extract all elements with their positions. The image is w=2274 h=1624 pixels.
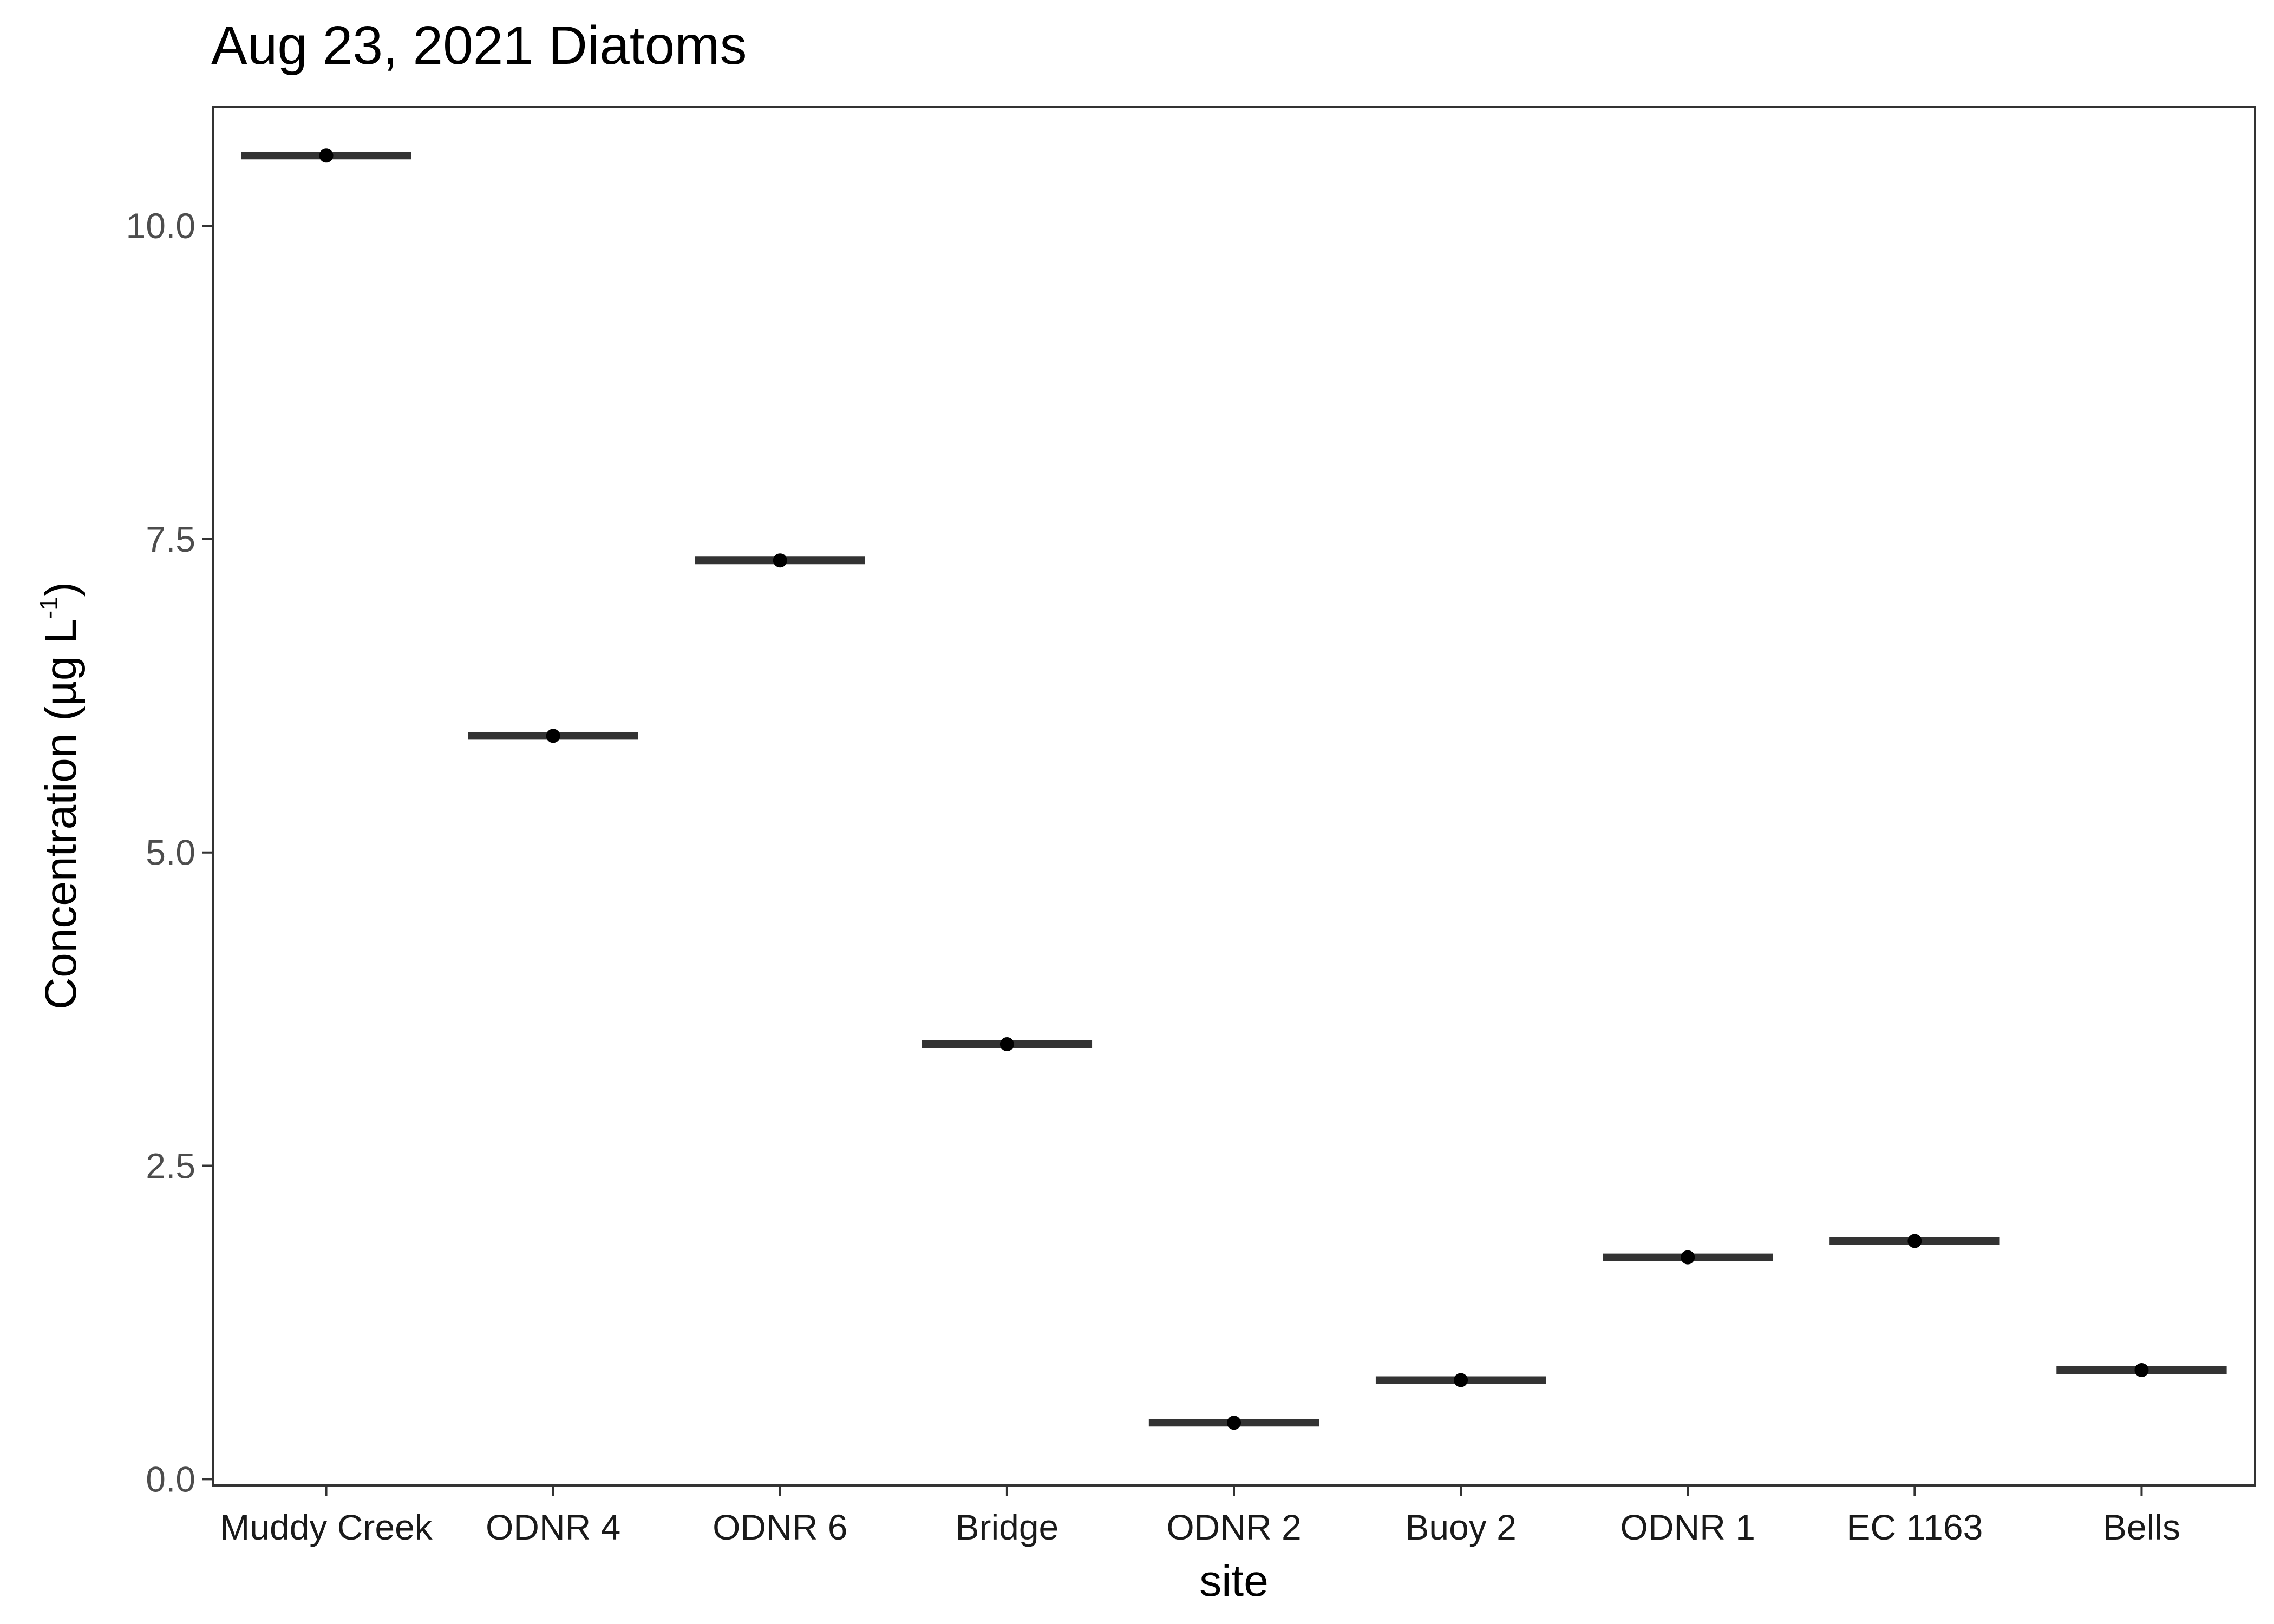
data-point-3 — [773, 553, 787, 568]
data-point-9 — [2134, 1363, 2149, 1377]
x-tick-label: Bridge — [955, 1507, 1058, 1547]
plot-panel — [212, 106, 2256, 1487]
y-tick-label: 2.5 — [146, 1146, 195, 1186]
x-tick-label: ODNR 4 — [486, 1507, 620, 1547]
x-tick-label: ODNR 1 — [1620, 1507, 1755, 1547]
x-axis-title: site — [1199, 1556, 1269, 1606]
data-marks — [241, 148, 2227, 1430]
x-tick-label: ODNR 2 — [1166, 1507, 1301, 1547]
x-tick-label: Muddy Creek — [220, 1507, 433, 1547]
data-point-7 — [1681, 1250, 1695, 1265]
x-axis: Muddy Creek ODNR 4 ODNR 6 Bridge ODNR 2 Buoy … — [220, 1485, 2180, 1547]
x-tick-label: Bells — [2103, 1507, 2180, 1547]
y-axis: 0.0 2.5 5.0 7.5 10.0 — [126, 206, 213, 1499]
y-tick-label: 10.0 — [126, 206, 195, 246]
y-axis-title-main: Concentration (µg L — [36, 619, 86, 1010]
y-tick-label: 7.5 — [146, 519, 195, 559]
x-tick-label: Buoy 2 — [1405, 1507, 1516, 1547]
data-point-1 — [319, 148, 334, 163]
data-point-2 — [546, 729, 560, 743]
y-axis-title-close: ) — [36, 582, 86, 597]
x-tick-label: ODNR 6 — [713, 1507, 847, 1547]
y-tick-label: 0.0 — [146, 1459, 195, 1499]
x-tick-label: EC 1163 — [1846, 1507, 1983, 1547]
data-point-4 — [999, 1037, 1014, 1051]
y-axis-title: Concentration (µg L-1) — [35, 582, 86, 1010]
y-tick-label: 5.0 — [146, 833, 195, 873]
data-point-8 — [1907, 1234, 1922, 1248]
chart-title: Aug 23, 2021 Diatoms — [211, 15, 747, 76]
data-point-6 — [1454, 1373, 1468, 1387]
data-point-5 — [1227, 1416, 1241, 1430]
y-axis-title-superscript: -1 — [35, 597, 63, 619]
